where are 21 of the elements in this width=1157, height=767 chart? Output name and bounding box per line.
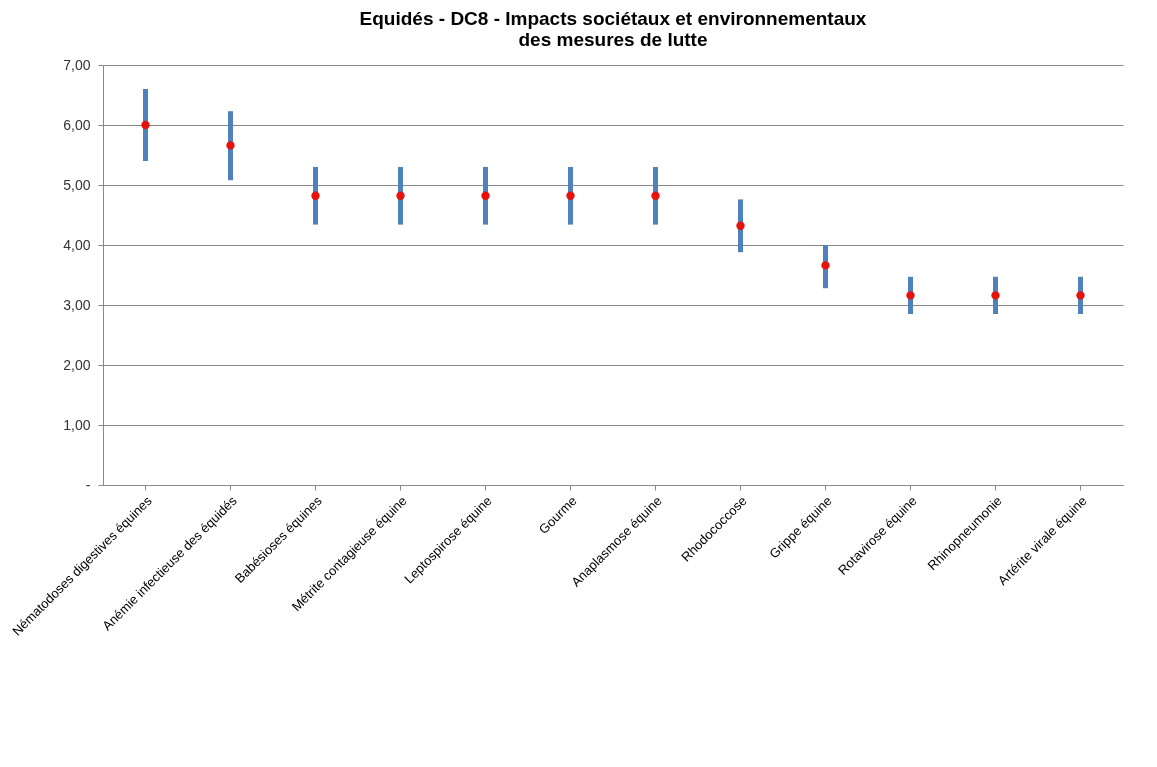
point (1076, 291, 1085, 300)
point (991, 291, 1000, 300)
point (736, 221, 745, 230)
chart-title: Equidés - DC8 - Impacts sociétaux et environnementaux des mesures de lutte (359, 8, 867, 50)
point (311, 191, 320, 200)
y-tick-label: - (85, 476, 91, 493)
y-tick-label: 1,00 (63, 416, 91, 433)
point (566, 191, 575, 200)
point (141, 120, 150, 130)
y-tick-label: 7,00 (63, 56, 91, 73)
point (821, 261, 830, 270)
point (226, 141, 235, 150)
point (906, 291, 915, 300)
y-tick-label: 6,00 (63, 116, 91, 133)
y-tick-label: 4,00 (63, 236, 91, 253)
point (396, 191, 405, 200)
y-tick-label: 3,00 (63, 296, 91, 313)
point (651, 191, 660, 200)
point (481, 191, 490, 200)
y-tick-label: 2,00 (63, 356, 91, 373)
y-tick-label: 5,00 (63, 176, 91, 193)
